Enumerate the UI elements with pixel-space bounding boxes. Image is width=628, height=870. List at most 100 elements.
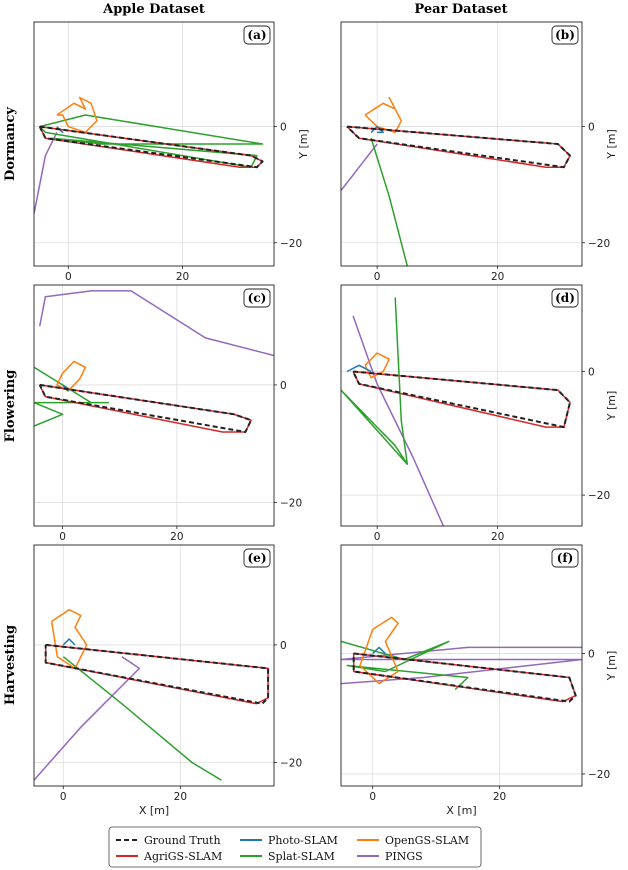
plot-frame bbox=[33, 21, 275, 267]
x-axis-label: X [m] bbox=[139, 804, 169, 817]
legend-entry-pings: PINGS bbox=[357, 850, 423, 863]
series-pings bbox=[34, 656, 141, 781]
y-axis-label: Y [m] bbox=[605, 651, 618, 682]
series-opengs-slam bbox=[56, 360, 87, 392]
legend-entry-agrigs-slam: AgriGS-SLAM bbox=[116, 850, 222, 863]
panel-6: 0 20 0 −20 (f) Y [m] X [m] bbox=[340, 544, 618, 817]
panel-label: (e) bbox=[248, 551, 267, 565]
plot-frame bbox=[340, 21, 583, 267]
row-title-dormancy: Dormancy bbox=[3, 107, 18, 181]
series-opengs-slam bbox=[364, 96, 403, 134]
series-photo-slam bbox=[346, 364, 372, 373]
x-tick-label: 20 bbox=[493, 791, 506, 803]
x-tick-label: 0 bbox=[374, 271, 381, 283]
series-splat-slam bbox=[341, 297, 409, 465]
y-tick-label: −20 bbox=[280, 757, 302, 769]
y-axis-label: Y [m] bbox=[605, 391, 618, 422]
x-tick-label: 20 bbox=[176, 271, 189, 283]
y-tick-label: −20 bbox=[280, 497, 302, 509]
y-tick-label: −20 bbox=[588, 769, 610, 781]
x-tick-label: 0 bbox=[369, 791, 376, 803]
plot-frame bbox=[33, 284, 275, 527]
series-group bbox=[34, 608, 270, 781]
panels: 0 20 0 −20 (a) Y [m] 0 20 0 −20 (b) Y [m] 0 20 0 −20 (c)… bbox=[33, 21, 618, 817]
panel-5: 0 20 0 −20 (e) X [m] bbox=[33, 544, 302, 817]
panel-label: (a) bbox=[247, 28, 266, 42]
y-tick-label: 0 bbox=[280, 122, 287, 134]
legend-entry-photo-slam: Photo-SLAM bbox=[240, 834, 338, 847]
y-tick-label: 0 bbox=[588, 122, 595, 134]
legend-label: Photo-SLAM bbox=[268, 834, 338, 847]
plot-area bbox=[341, 22, 582, 266]
y-tick-label: 0 bbox=[280, 380, 287, 392]
series-group bbox=[341, 616, 582, 703]
series-group bbox=[341, 297, 571, 526]
series-ground-truth bbox=[44, 643, 270, 705]
y-tick-label: 0 bbox=[588, 367, 595, 379]
panel-1: 0 20 0 −20 (a) Y [m] bbox=[33, 21, 310, 283]
legend-entry-splat-slam: Splat-SLAM bbox=[240, 850, 335, 863]
legend-label: PINGS bbox=[385, 850, 423, 863]
series-group bbox=[341, 96, 571, 266]
x-axis-label: X [m] bbox=[446, 804, 476, 817]
legend-entry-opengs-slam: OpenGS-SLAM bbox=[357, 834, 469, 847]
x-tick-label: 20 bbox=[170, 531, 183, 543]
series-pings bbox=[341, 143, 378, 191]
legend-entry-ground-truth: Ground Truth bbox=[116, 834, 221, 847]
x-tick-label: 0 bbox=[374, 531, 381, 543]
panel-label: (b) bbox=[555, 28, 575, 42]
y-tick-label: 0 bbox=[280, 640, 287, 652]
panel-2: 0 20 0 −20 (b) Y [m] bbox=[340, 21, 618, 283]
series-opengs-slam bbox=[359, 616, 399, 685]
y-tick-label: −20 bbox=[280, 238, 302, 250]
panel-label-box bbox=[243, 548, 271, 568]
series-opengs-slam bbox=[50, 608, 88, 670]
titles: Apple Dataset Pear Dataset Dormancy Flow… bbox=[3, 2, 508, 705]
series-photo-slam bbox=[372, 646, 386, 655]
x-tick-label: 20 bbox=[491, 531, 504, 543]
x-tick-label: 20 bbox=[174, 791, 187, 803]
series-ground-truth bbox=[346, 125, 571, 169]
panel-label-box bbox=[551, 288, 579, 308]
legend-label: Splat-SLAM bbox=[268, 850, 335, 863]
legend-frame bbox=[108, 826, 482, 868]
panel-label: (d) bbox=[555, 291, 575, 305]
row-title-harvesting: Harvesting bbox=[3, 625, 18, 705]
panel-3: 0 20 0 −20 (c) bbox=[33, 284, 302, 543]
legend-label: Ground Truth bbox=[144, 834, 221, 847]
series-ground-truth bbox=[352, 370, 571, 429]
series-pings bbox=[352, 315, 445, 526]
plot-frame bbox=[33, 544, 275, 787]
panel-label-box bbox=[243, 288, 271, 308]
series-opengs-slam bbox=[56, 96, 98, 134]
plot-frame bbox=[340, 544, 583, 787]
legend-label: OpenGS-SLAM bbox=[385, 834, 469, 847]
y-tick-label: −20 bbox=[588, 238, 610, 250]
series-pings bbox=[38, 290, 274, 357]
row-title-flowering: Flowering bbox=[3, 370, 18, 443]
x-tick-label: 0 bbox=[60, 791, 67, 803]
x-tick-label: 0 bbox=[65, 271, 72, 283]
series-ground-truth bbox=[38, 383, 253, 433]
y-tick-label: −20 bbox=[588, 490, 610, 502]
column-title-apple: Apple Dataset bbox=[102, 2, 205, 17]
series-splat-slam bbox=[370, 137, 409, 266]
x-tick-label: 0 bbox=[59, 531, 66, 543]
plot-area bbox=[34, 285, 274, 526]
series-ground-truth bbox=[38, 125, 264, 169]
y-tick-label: 0 bbox=[588, 648, 595, 660]
y-axis-label: Y [m] bbox=[297, 129, 310, 160]
legend-label: AgriGS-SLAM bbox=[143, 850, 222, 863]
panel-label: (f) bbox=[557, 551, 574, 565]
panel-label-box bbox=[551, 548, 579, 568]
plot-frame bbox=[340, 284, 583, 527]
y-axis-label: Y [m] bbox=[605, 129, 618, 160]
panel-label: (c) bbox=[248, 291, 267, 305]
series-pings bbox=[341, 646, 582, 685]
x-tick-label: 20 bbox=[491, 271, 504, 283]
series-ground-truth bbox=[352, 652, 577, 703]
series-splat-slam bbox=[62, 656, 222, 781]
panel-label-box bbox=[243, 25, 271, 45]
series-photo-slam bbox=[62, 638, 76, 646]
